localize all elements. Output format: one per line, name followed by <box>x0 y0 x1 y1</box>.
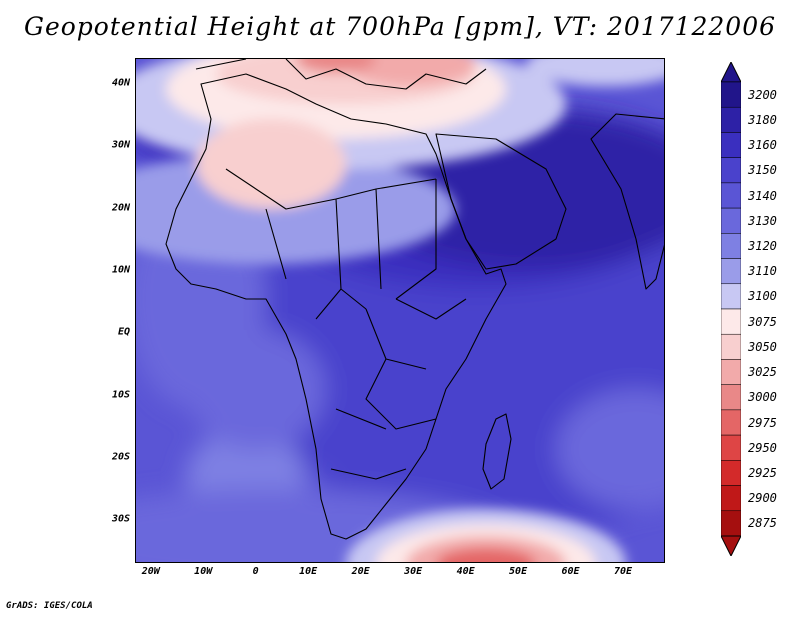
lon-tick-label: 10E <box>299 566 318 577</box>
lon-tick-label: 30E <box>404 566 423 577</box>
colorbar-label: 2900 <box>748 491 777 506</box>
colorbar-swatch <box>720 157 742 184</box>
lat-tick-label: 10S <box>111 389 130 401</box>
colorbar-swatch <box>720 308 742 335</box>
lon-tick-label: 20E <box>351 566 370 577</box>
colorbar-label: 3110 <box>748 264 777 279</box>
colorbar-label: 2975 <box>748 415 777 430</box>
lon-tick-label: 0 <box>252 566 259 577</box>
colorbar <box>720 60 742 558</box>
lon-tick-label: 50E <box>509 566 528 577</box>
colorbar-swatch <box>720 434 742 461</box>
height-field <box>136 59 664 562</box>
europe-coastline <box>195 59 487 90</box>
colorbar-swatch <box>720 510 742 537</box>
colorbar-label: 2950 <box>748 440 777 455</box>
colorbar-label: 3050 <box>748 339 777 354</box>
colorbar-swatch <box>720 359 742 385</box>
india-coastline <box>590 113 664 290</box>
colorbar-label: 3130 <box>748 213 777 228</box>
colorbar-swatch <box>720 258 742 285</box>
colorbar-label: 2925 <box>748 465 777 480</box>
colorbar-label: 3100 <box>748 289 777 304</box>
colorbar-label: 3000 <box>748 390 777 405</box>
lon-tick-label: 20W <box>141 566 160 577</box>
coastline-outlines <box>165 59 664 540</box>
colorbar-swatch <box>720 460 742 486</box>
colorbar-swatch <box>720 384 742 411</box>
colorbar-label: 3180 <box>748 112 777 127</box>
grads-credit: GrADS: IGES/COLA <box>6 601 93 611</box>
colorbar-swatch <box>720 182 742 209</box>
map-plot-area <box>135 58 665 563</box>
colorbar-label: 3160 <box>748 138 777 153</box>
lon-tick-label: 40E <box>456 566 475 577</box>
colorbar-top-arrow <box>720 60 742 83</box>
colorbar-swatch <box>720 283 742 310</box>
colorbar-swatch <box>720 233 742 259</box>
arabia-coastline <box>435 133 567 270</box>
colorbar-label: 2875 <box>748 516 777 531</box>
africa-coastline <box>165 73 507 540</box>
lat-tick-label: 30S <box>111 513 130 525</box>
colorbar-swatch <box>720 207 742 234</box>
lat-tick-label: 30N <box>111 139 130 151</box>
colorbar-label: 3200 <box>748 87 777 102</box>
lat-tick-label: 20S <box>111 451 130 463</box>
colorbar-label: 3150 <box>748 163 777 178</box>
lat-tick-label: 10N <box>111 264 130 276</box>
colorbar-swatch <box>720 81 742 108</box>
colorbar-label: 3075 <box>748 314 777 329</box>
colorbar-swatch <box>720 333 742 360</box>
colorbar-swatch <box>720 485 742 512</box>
lon-tick-label: 60E <box>561 566 580 577</box>
colorbar-label: 3120 <box>748 238 777 253</box>
colorbar-swatch <box>720 106 742 133</box>
madagascar-coastline <box>482 413 512 490</box>
lon-tick-label: 70E <box>613 566 633 577</box>
lat-tick-label: 20N <box>111 202 130 214</box>
lat-tick-label: EQ <box>117 326 130 338</box>
colorbar-swatch <box>720 132 742 158</box>
country-borders <box>225 168 467 480</box>
lon-tick-label: 10W <box>194 566 213 577</box>
colorbar-swatch <box>720 409 742 436</box>
colorbar-label: 3025 <box>748 365 777 380</box>
map-title: Geopotential Height at 700hPa [gpm], VT:… <box>23 12 777 41</box>
lat-tick-label: 40N <box>111 77 130 89</box>
colorbar-label: 3140 <box>748 188 777 203</box>
colorbar-bottom-arrow <box>720 535 742 558</box>
